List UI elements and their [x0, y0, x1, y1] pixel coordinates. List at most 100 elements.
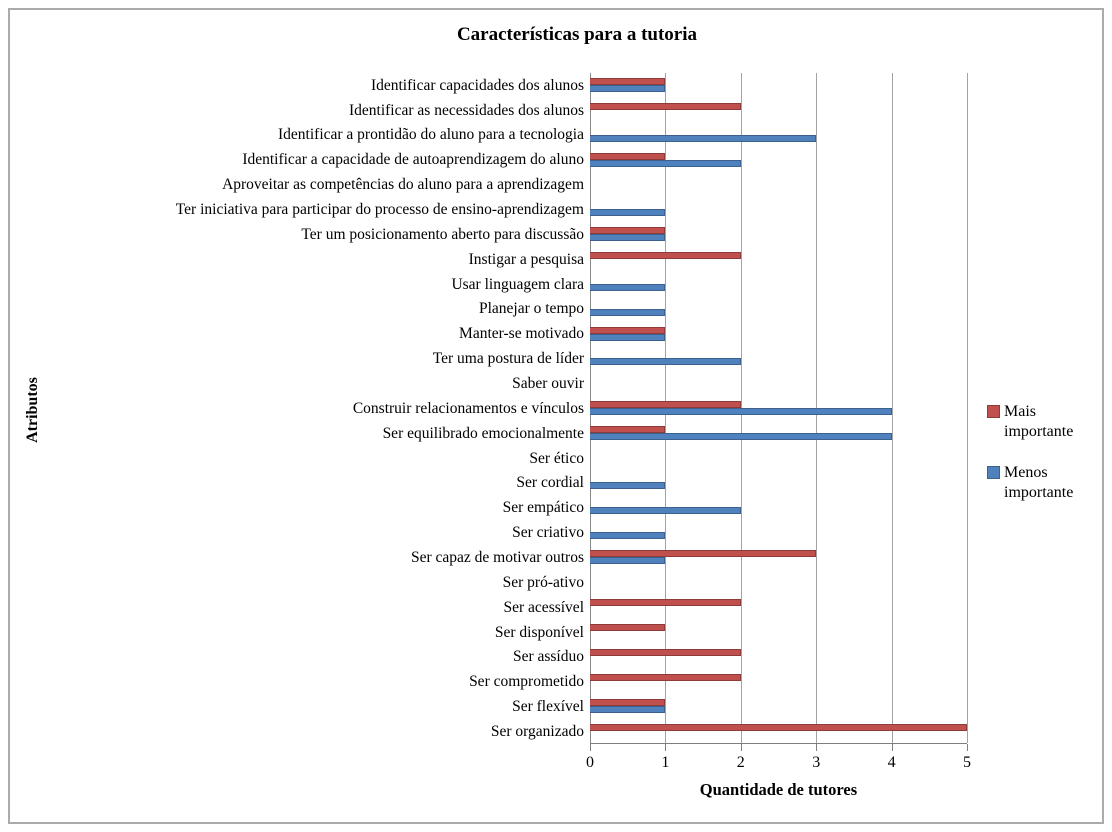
- tick-label: 2: [736, 754, 745, 771]
- legend: Mais importante Menos importante: [987, 402, 1099, 524]
- tick-label: 0: [586, 754, 594, 771]
- plot-area: [590, 73, 968, 744]
- bar-row: [590, 396, 967, 421]
- legend-label: Menos importante: [1004, 464, 1074, 501]
- x-axis-tick-marks: [590, 744, 968, 751]
- legend-swatch-blue-icon: [987, 466, 1000, 479]
- tick-mark: [665, 744, 667, 751]
- bar-mais-importante: [590, 673, 741, 681]
- bar-mais-importante: [590, 400, 741, 408]
- bar-row: [590, 594, 967, 619]
- legend-entry-mais-importante: Mais importante: [987, 402, 1099, 442]
- category-label: Ser empático: [502, 499, 584, 517]
- legend-swatch-red-icon: [987, 405, 1000, 418]
- bar-mais-importante: [590, 549, 817, 557]
- bar-menos-importante: [590, 556, 666, 564]
- bar-mais-importante: [590, 252, 741, 260]
- category-label: Ser organizado: [490, 723, 584, 741]
- category-label: Identificar as necessidades dos alunos: [348, 101, 584, 119]
- category-label: Saber ouvir: [512, 374, 584, 392]
- legend-entry-menos-importante: Menos importante: [987, 463, 1099, 503]
- gridline: [967, 73, 968, 743]
- bar-mais-importante: [590, 78, 666, 86]
- bar-row: [590, 321, 967, 346]
- bar-mais-importante: [590, 152, 666, 160]
- bar-row: [590, 222, 967, 247]
- bar-row: [590, 544, 967, 569]
- category-label: Ser equilibrado emocionalmente: [382, 424, 584, 442]
- bar-row: [590, 644, 967, 669]
- bar-row: [590, 718, 967, 743]
- category-label: Ser comprometido: [469, 673, 584, 691]
- tick-mark: [740, 744, 742, 751]
- bar-menos-importante: [590, 407, 892, 415]
- category-label: Identificar capacidades dos alunos: [370, 76, 584, 94]
- category-label: Identificar a prontidão do aluno para a …: [278, 126, 584, 144]
- chart-frame: [8, 8, 1104, 824]
- bar-row: [590, 520, 967, 545]
- bar-mais-importante: [590, 723, 967, 731]
- bar-row: [590, 296, 967, 321]
- bar-row: [590, 123, 967, 148]
- legend-label: Mais importante: [1004, 403, 1074, 440]
- category-label: Ter uma postura de líder: [432, 350, 584, 368]
- category-label: Identificar a capacidade de autoaprendiz…: [242, 151, 584, 169]
- bar-row: [590, 470, 967, 495]
- bar-mais-importante: [590, 698, 666, 706]
- bar-menos-importante: [590, 209, 666, 217]
- tick-mark: [590, 744, 591, 751]
- x-axis-title: Quantidade de tutores: [699, 780, 858, 799]
- bar-mais-importante: [590, 425, 666, 433]
- category-label: Ser assíduo: [512, 648, 584, 666]
- category-label: Manter-se motivado: [459, 325, 584, 343]
- category-label: Ter iniciativa para participar do proces…: [175, 200, 584, 218]
- category-label: Usar linguagem clara: [451, 275, 584, 293]
- bar-menos-importante: [590, 358, 741, 366]
- tick-mark: [967, 744, 968, 751]
- bar-row: [590, 619, 967, 644]
- category-label: Ser cordial: [516, 474, 584, 492]
- bar-menos-importante: [590, 532, 666, 540]
- bar-row: [590, 247, 967, 272]
- bar-menos-importante: [590, 507, 741, 515]
- category-label: Ser pró-ativo: [502, 573, 584, 591]
- category-label: Ser flexível: [512, 698, 584, 716]
- tick-label: 4: [887, 754, 896, 771]
- bar-menos-importante: [590, 705, 666, 713]
- category-label: Ser criativo: [512, 524, 584, 542]
- bar-menos-importante: [590, 135, 817, 143]
- gridline: [891, 73, 893, 743]
- bar-menos-importante: [590, 283, 666, 291]
- bar-mais-importante: [590, 599, 741, 607]
- bar-row: [590, 272, 967, 297]
- bar-menos-importante: [590, 482, 666, 490]
- x-axis-tick-labels: 0 1 2 3 4 5: [586, 753, 971, 775]
- bar-mais-importante: [590, 326, 666, 334]
- tick-mark: [816, 744, 818, 751]
- bar-row: [590, 445, 967, 470]
- tick-label: 3: [812, 754, 821, 771]
- bar-row: [590, 569, 967, 594]
- bar-row: [590, 371, 967, 396]
- bar-mais-importante: [590, 103, 741, 111]
- bar-menos-importante: [590, 159, 741, 167]
- category-label: Ser ético: [529, 449, 584, 467]
- bar-row: [590, 669, 967, 694]
- bar-row: [590, 197, 967, 222]
- bar-row: [590, 98, 967, 123]
- tick-label: 1: [661, 754, 670, 771]
- bar-row: [590, 495, 967, 520]
- category-label: Ser capaz de motivar outros: [410, 549, 584, 566]
- bar-mais-importante: [590, 624, 666, 632]
- bar-mais-importante: [590, 227, 666, 235]
- bar-menos-importante: [590, 333, 666, 341]
- bar-menos-importante: [590, 234, 666, 242]
- bar-row: [590, 147, 967, 172]
- plot-rows: [590, 73, 967, 743]
- bar-menos-importante: [590, 432, 892, 440]
- bar-row: [590, 172, 967, 197]
- y-axis-title: Atributos: [24, 377, 41, 443]
- chart-title: Características para a tutoria: [456, 24, 698, 45]
- category-label: Ser disponível: [494, 623, 584, 641]
